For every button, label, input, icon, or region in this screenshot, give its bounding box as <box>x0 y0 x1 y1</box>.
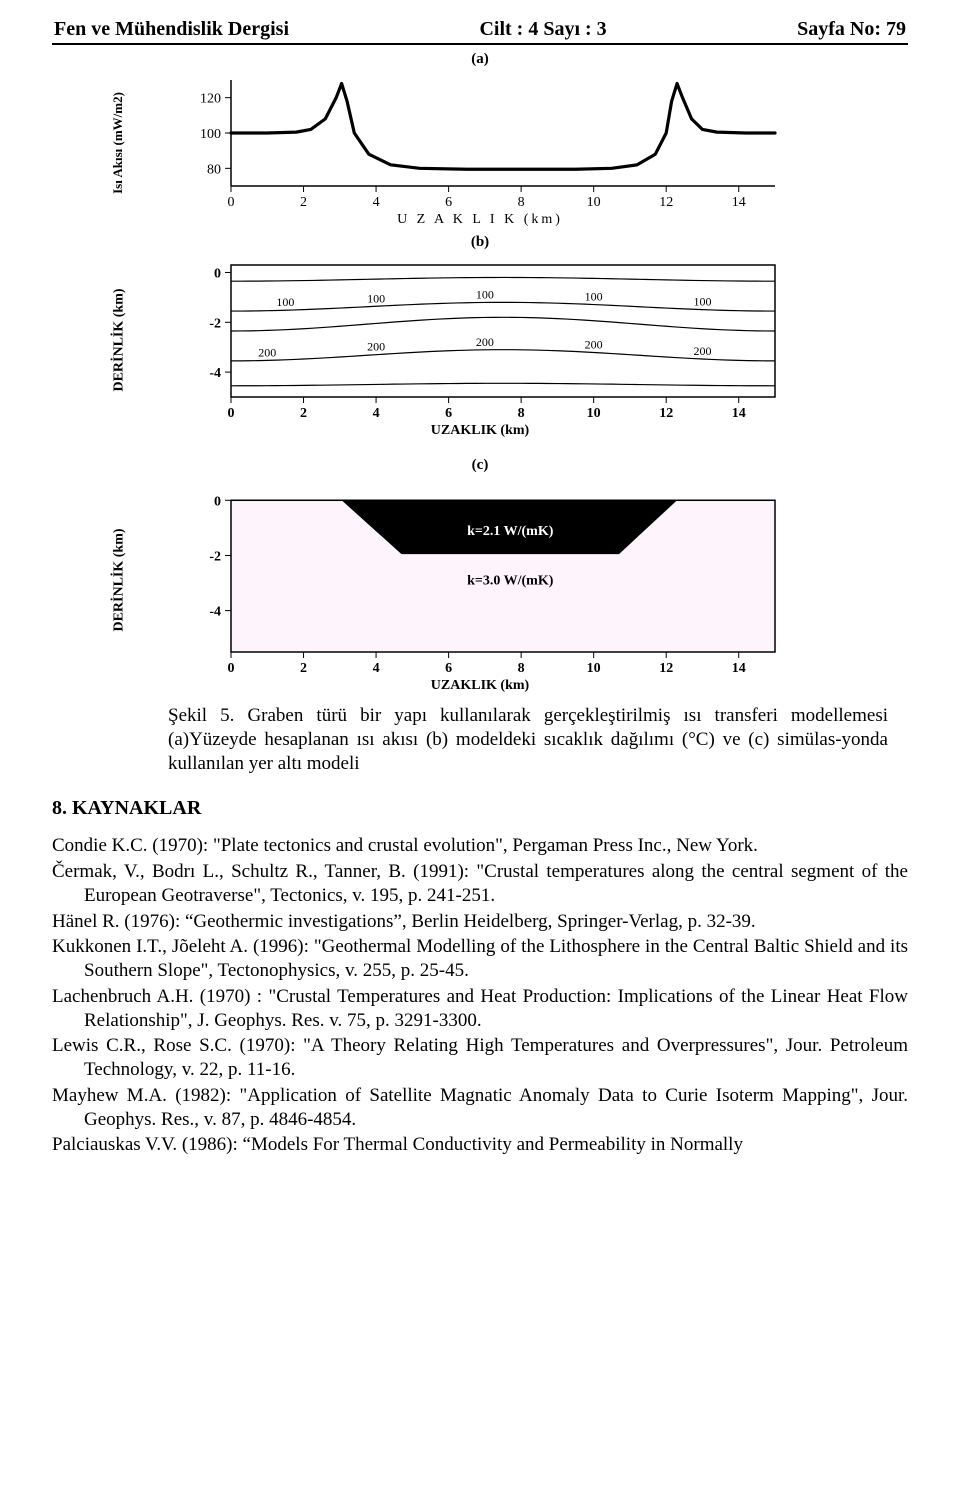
svg-text:14: 14 <box>732 406 746 421</box>
caption-lead: Şekil 5. <box>168 705 247 726</box>
svg-text:100: 100 <box>200 127 221 142</box>
panel-c-chart: DERİNLİK (km) 024681012140-2-4k=2.1 W/(m… <box>175 480 785 680</box>
svg-text:100: 100 <box>276 295 294 309</box>
svg-text:10: 10 <box>587 661 601 676</box>
page: Fen ve Mühendislik Dergisi Cilt : 4 Sayı… <box>0 0 960 1488</box>
svg-text:2: 2 <box>300 661 307 676</box>
svg-text:2: 2 <box>300 195 307 210</box>
svg-text:8: 8 <box>518 406 525 421</box>
reference-item: Condie K.C. (1970): "Plate tectonics and… <box>52 834 908 858</box>
svg-text:80: 80 <box>207 162 221 177</box>
svg-text:0: 0 <box>214 494 221 509</box>
panel-b-chart: DERİNLİK (km) 024681012140-2-41001001001… <box>175 255 785 425</box>
svg-text:6: 6 <box>445 661 452 676</box>
svg-text:k=2.1 W/(mK): k=2.1 W/(mK) <box>467 524 554 539</box>
svg-text:0: 0 <box>228 661 235 676</box>
svg-text:4: 4 <box>373 195 380 210</box>
svg-text:k=3.0 W/(mK): k=3.0 W/(mK) <box>467 573 554 588</box>
header-center: Cilt : 4 Sayı : 3 <box>479 18 606 41</box>
page-header: Fen ve Mühendislik Dergisi Cilt : 4 Sayı… <box>52 18 908 43</box>
reference-item: Palciauskas V.V. (1986): “Models For The… <box>52 1133 908 1157</box>
panel-b-label: (b) <box>175 234 785 251</box>
figure-caption: Şekil 5. Graben türü bir yapı kullanılar… <box>168 704 888 775</box>
header-right: Sayfa No: 79 <box>797 18 906 41</box>
panel-c-xlabel: UZAKLIK (km) <box>175 678 785 694</box>
reference-item: Kukkonen I.T., Jõeleht A. (1996): "Geoth… <box>52 935 908 983</box>
panel-c-label: (c) <box>175 457 785 474</box>
references-heading: 8. KAYNAKLAR <box>52 797 908 820</box>
reference-item: Lachenbruch A.H. (1970) : "Crustal Tempe… <box>52 985 908 1033</box>
svg-text:6: 6 <box>445 406 452 421</box>
svg-text:100: 100 <box>585 290 603 304</box>
panel-c-ylabel: DERİNLİK (km) <box>111 528 127 631</box>
svg-text:12: 12 <box>659 195 673 210</box>
svg-text:-4: -4 <box>209 366 221 381</box>
panel-b-svg: 0 2 4 6 8 10 12 14 0 -2 -4 100 100 100 100 100 200 200 200… <box>175 255 785 425</box>
panel-a-label: (a) <box>175 51 785 68</box>
svg-text:100: 100 <box>476 287 494 301</box>
panel-b-ylabel: DERİNLİK (km) <box>111 288 127 391</box>
svg-text:12: 12 <box>659 661 673 676</box>
svg-text:200: 200 <box>693 344 711 358</box>
svg-text:100: 100 <box>693 295 711 309</box>
svg-text:120: 120 <box>200 92 221 107</box>
svg-text:-4: -4 <box>209 605 221 620</box>
svg-text:10: 10 <box>587 195 601 210</box>
svg-text:100: 100 <box>367 291 385 305</box>
svg-text:0: 0 <box>214 266 221 281</box>
svg-text:12: 12 <box>659 406 673 421</box>
svg-text:-2: -2 <box>209 316 221 331</box>
svg-text:10: 10 <box>587 406 601 421</box>
reference-item: Mayhew M.A. (1982): "Application of Sate… <box>52 1084 908 1132</box>
svg-text:-2: -2 <box>209 549 221 564</box>
header-rule <box>52 43 908 45</box>
svg-text:0: 0 <box>228 195 235 210</box>
caption-body: Graben türü bir yapı kullanılarak gerçek… <box>168 705 888 774</box>
figure-stack: (a) Isı Akısı (mW/m2) 024681012148010012… <box>175 51 785 694</box>
svg-text:14: 14 <box>732 195 746 210</box>
svg-text:200: 200 <box>367 340 385 354</box>
svg-text:2: 2 <box>300 406 307 421</box>
panel-a-xlabel: U Z A K L I K (km) <box>175 212 785 228</box>
svg-text:200: 200 <box>476 335 494 349</box>
svg-text:200: 200 <box>585 337 603 351</box>
references-list: Condie K.C. (1970): "Plate tectonics and… <box>52 834 908 1157</box>
panel-b-xlabel: UZAKLIK (km) <box>175 423 785 439</box>
reference-item: Čermak, V., Bodrı L., Schultz R., Tanner… <box>52 860 908 908</box>
svg-text:0: 0 <box>228 406 235 421</box>
svg-text:4: 4 <box>373 661 380 676</box>
panel-a-chart: Isı Akısı (mW/m2) 0246810121480100120 <box>175 72 785 214</box>
svg-text:8: 8 <box>518 661 525 676</box>
svg-text:4: 4 <box>373 406 380 421</box>
panel-a-svg: 0 2 4 6 8 10 12 14 80 100 120 <box>175 72 785 214</box>
panel-a-ylabel: Isı Akısı (mW/m2) <box>110 92 126 194</box>
reference-item: Lewis C.R., Rose S.C. (1970): "A Theory … <box>52 1034 908 1082</box>
svg-text:8: 8 <box>518 195 525 210</box>
svg-text:6: 6 <box>445 195 452 210</box>
svg-text:14: 14 <box>732 661 746 676</box>
reference-item: Hänel R. (1976): “Geothermic investigati… <box>52 910 908 934</box>
header-left: Fen ve Mühendislik Dergisi <box>54 18 289 41</box>
svg-text:200: 200 <box>258 345 276 359</box>
panel-c-svg: 0 2 4 6 8 10 12 14 0 -2 -4 k=2.1 W/(mK) k=3.0 W/(mK) <box>175 480 785 680</box>
